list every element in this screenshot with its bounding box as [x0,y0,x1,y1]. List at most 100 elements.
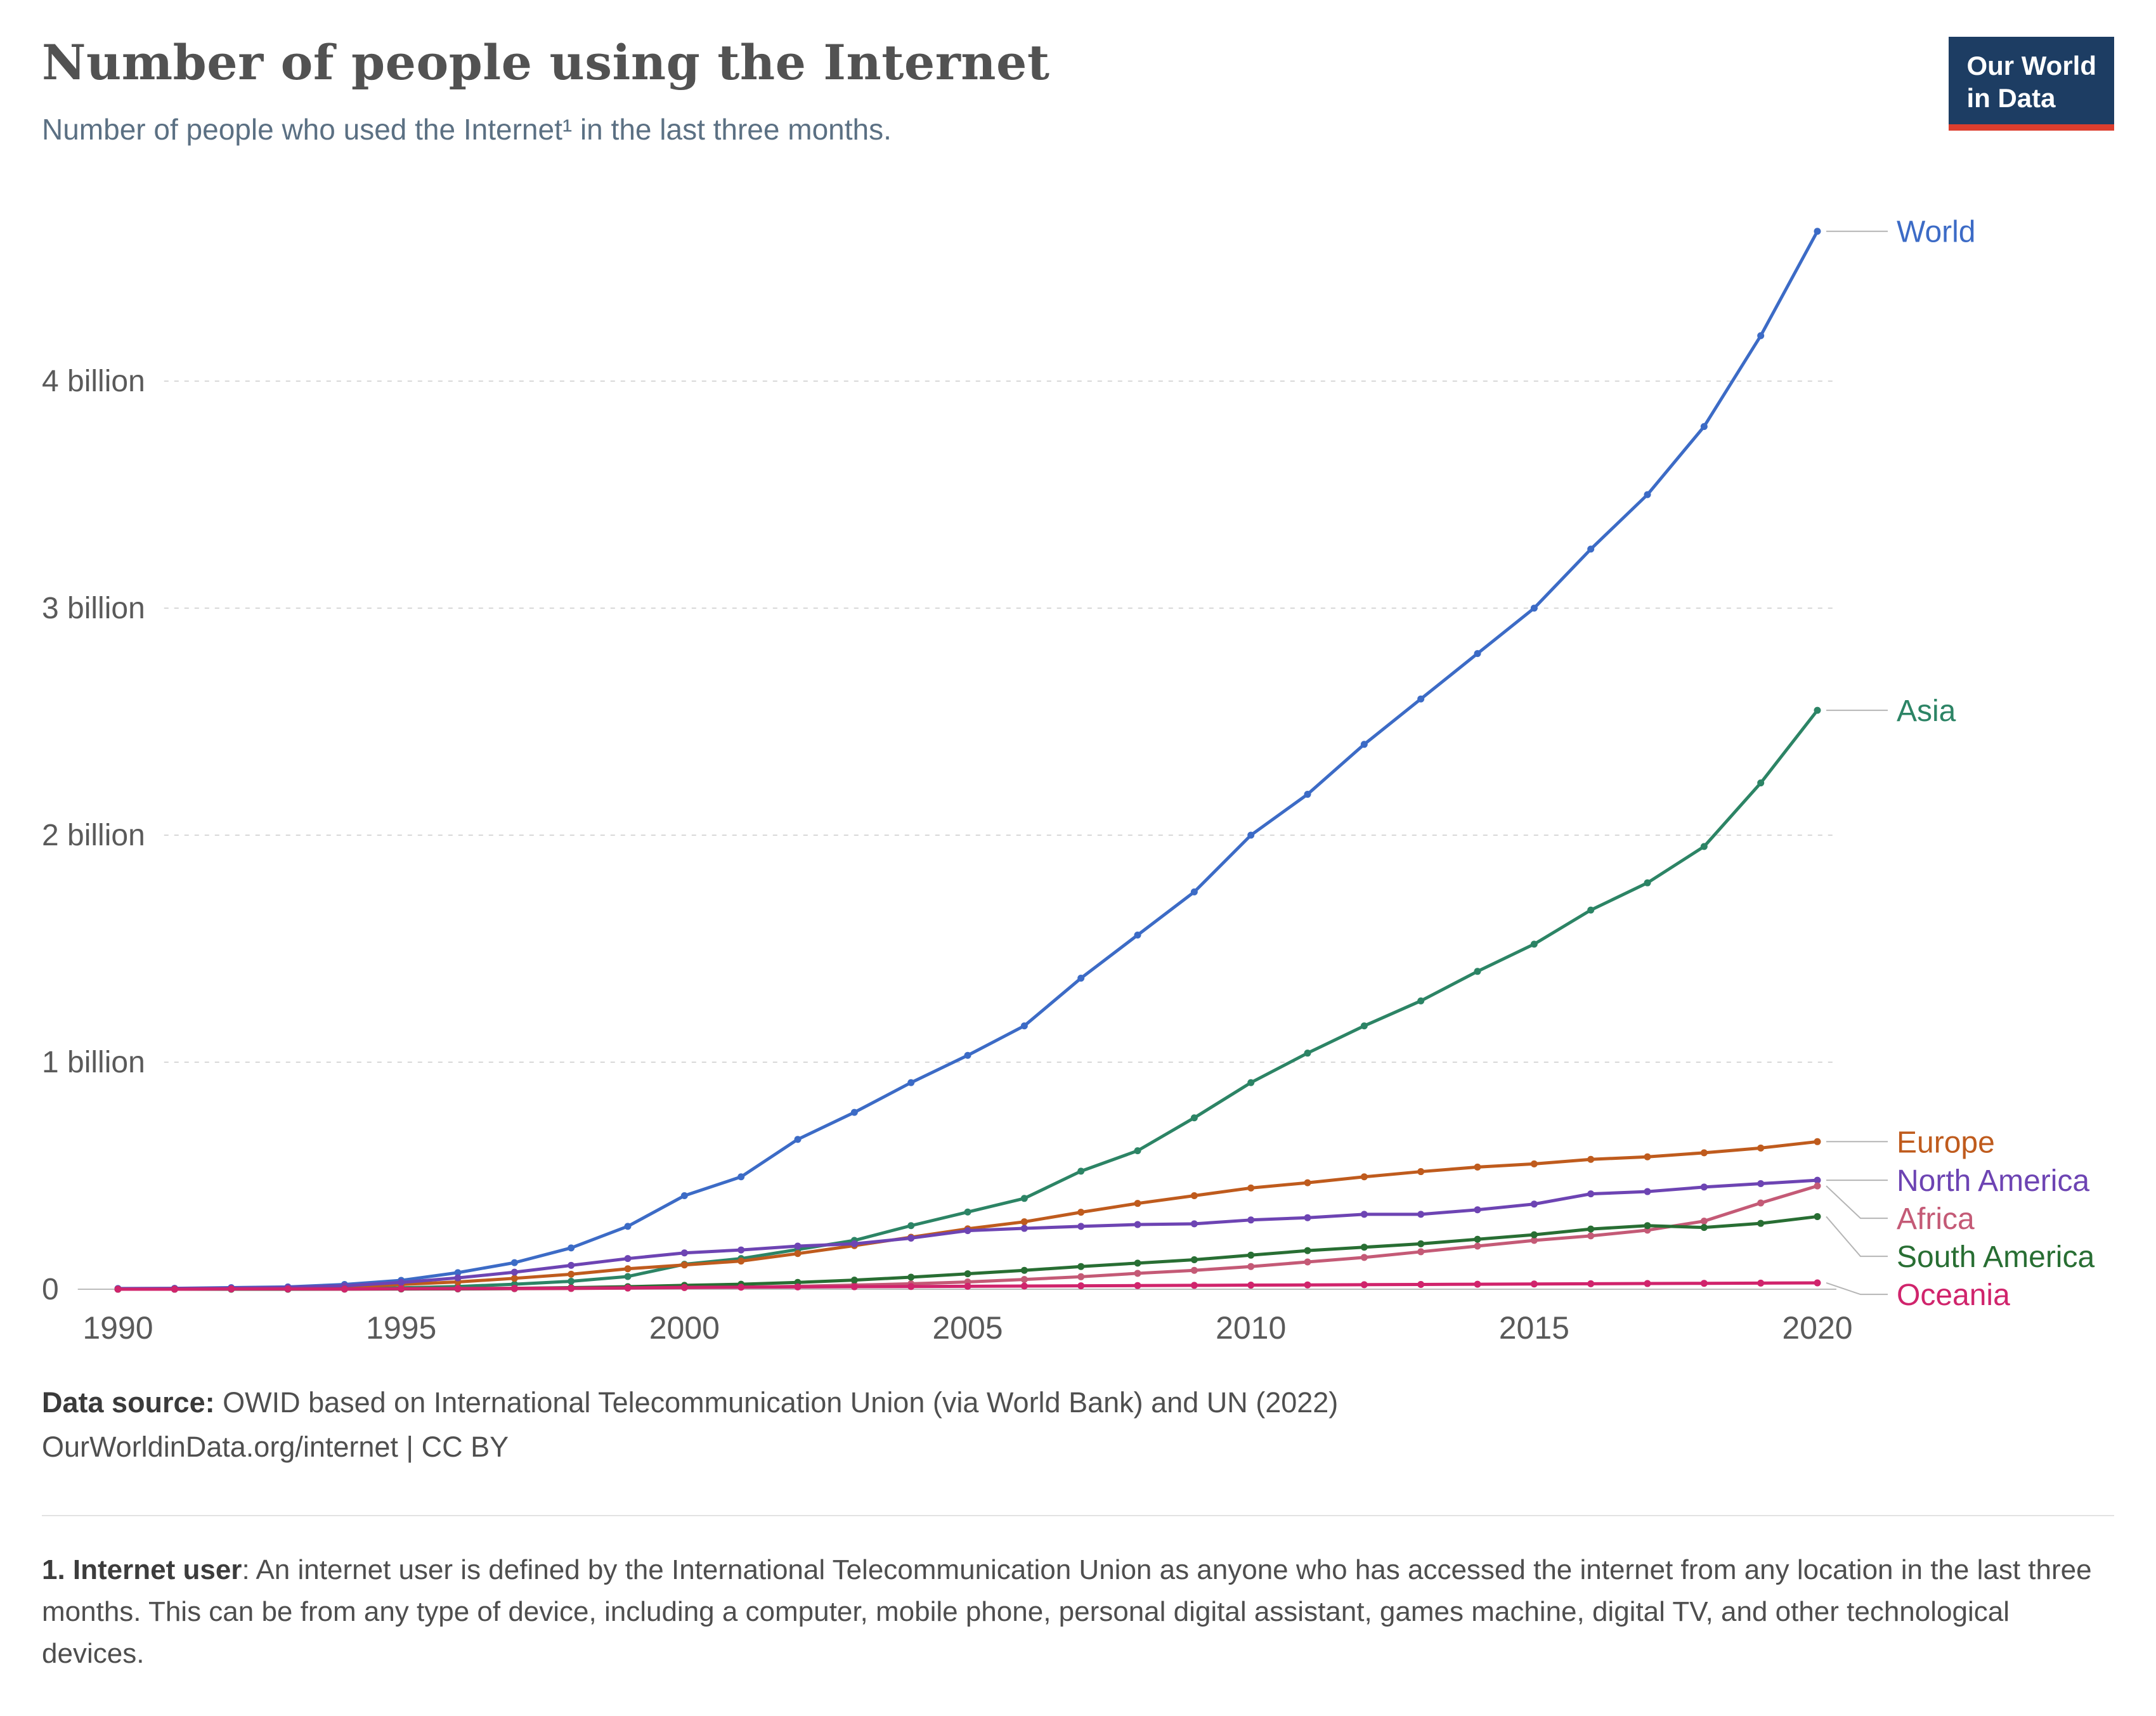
owid-logo-line1: Our World [1966,51,2096,81]
data-point [624,1265,632,1273]
y-axis-tick-label: 4 billion [42,365,145,398]
line-chart: 0 1 billion 2 billion 3 billion 4 billion 199… [42,216,2094,1346]
data-point [1587,1280,1595,1287]
data-point [1700,423,1708,431]
legend-connector [1826,1282,1888,1296]
legend-label-africa[interactable]: Africa [1897,1202,1975,1236]
data-point [907,1079,915,1086]
legend-label-asia[interactable]: Asia [1897,694,1956,728]
data-point [1360,1254,1368,1261]
data-point [1417,1248,1425,1256]
data-point [1814,1182,1821,1190]
data-point [1474,650,1481,658]
data-point [1700,1149,1708,1157]
legend-label-world[interactable]: World [1897,216,1975,249]
data-point [1474,1280,1481,1288]
data-point [1757,1180,1765,1188]
data-point [624,1273,632,1280]
data-point [568,1277,575,1285]
data-point [1757,332,1765,339]
data-point [1644,491,1651,498]
data-point [1190,1192,1198,1200]
data-point [850,1240,858,1247]
data-point [1587,1190,1595,1198]
data-point [624,1255,632,1263]
data-point [568,1270,575,1278]
owid-logo[interactable]: Our World in Data [1949,37,2114,131]
page: Number of people using the Internet Numb… [42,34,2114,1669]
data-point [1247,1263,1255,1270]
data-point [624,1284,632,1292]
x-axis-tick-label: 1995 [366,1310,436,1346]
data-point [1077,1273,1085,1280]
legend-connector [1826,1216,1888,1258]
data-point [1530,1160,1538,1167]
data-point [1587,545,1595,553]
legend-label-south-america[interactable]: South America [1897,1240,2094,1274]
x-axis-tick-label: 1990 [82,1310,153,1346]
data-point [1757,1219,1765,1227]
data-point [1304,1247,1311,1254]
owid-logo-line2: in Data [1966,83,2056,114]
data-point [1474,1206,1481,1214]
data-point [794,1242,802,1250]
series-world [114,228,1821,1292]
data-point [1020,1218,1028,1226]
data-point [1417,1240,1425,1247]
series-oceania [114,1279,1821,1293]
data-source-text: OWID based on International Telecommunic… [214,1386,1339,1419]
data-point [1020,1195,1028,1202]
data-point [1247,1282,1255,1289]
series-north-america [114,1176,1821,1292]
data-point [794,1250,802,1258]
footnote-text: : An internet user is defined by the Int… [42,1554,2092,1669]
data-point [1530,1231,1538,1238]
legend-connector [1826,1185,1888,1219]
data-point [1247,1079,1255,1086]
data-point [1134,1200,1141,1207]
data-point [1134,1270,1141,1277]
x-axis-tick-label: 2015 [1499,1310,1569,1346]
y-axis: 0 1 billion 2 billion 3 billion 4 billion [42,365,1836,1306]
series-line-asia [116,708,1819,1291]
data-point [1304,1214,1311,1221]
x-axis: 1990 1995 2000 2005 2010 2015 2020 [82,1310,1852,1346]
data-point [1247,1184,1255,1192]
data-point [1700,843,1708,850]
data-point [454,1274,462,1282]
data-point [1077,1282,1085,1290]
data-point [1530,1237,1538,1244]
data-point [1077,1209,1085,1216]
data-point [907,1222,915,1230]
legend-label-europe[interactable]: Europe [1897,1126,1995,1159]
data-point [1417,1211,1425,1218]
data-point [1077,1167,1085,1175]
data-point [1587,1232,1595,1240]
data-point [907,1273,915,1281]
data-point [1190,1220,1198,1228]
x-axis-tick-label: 2000 [649,1310,720,1346]
data-point [1700,1183,1708,1191]
data-point [680,1192,688,1200]
data-point [1530,1200,1538,1208]
data-point [1020,1022,1028,1030]
data-source-link[interactable]: OurWorldinData.org/internet | CC BY [42,1430,509,1463]
legend-label-north-america[interactable]: North America [1897,1164,2089,1198]
header: Number of people using the Internet Numb… [42,34,2114,146]
data-point [398,1278,405,1286]
data-point [1814,706,1821,714]
data-point [1190,1282,1198,1289]
data-point [1587,1155,1595,1163]
data-point [1644,1153,1651,1160]
data-point [1247,831,1255,839]
legend-label-oceania[interactable]: Oceania [1897,1278,2010,1312]
data-point [907,1283,915,1290]
data-point [1190,1266,1198,1274]
footnote-label: 1. Internet user [42,1554,242,1585]
data-point [737,1246,745,1254]
data-point [510,1268,518,1276]
data-point [1134,1221,1141,1228]
data-point [1020,1225,1028,1232]
data-point [850,1277,858,1284]
data-point [624,1223,632,1230]
